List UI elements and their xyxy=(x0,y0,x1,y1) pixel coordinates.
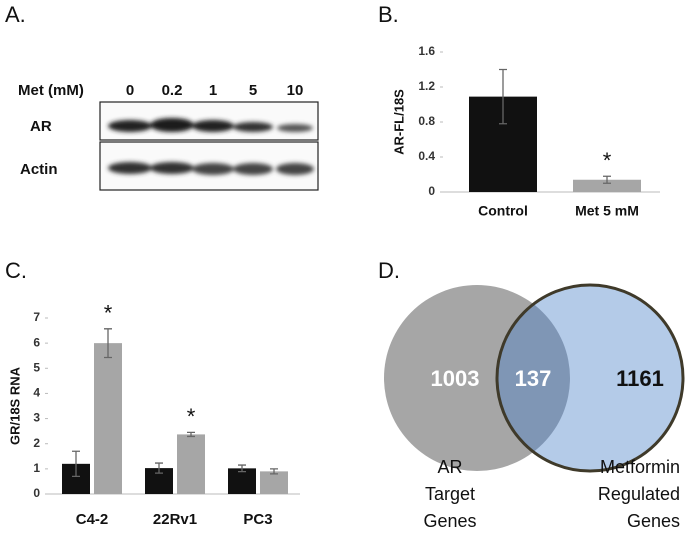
y-tick-label: 1.6 xyxy=(418,44,435,58)
y-tick-label: 7 xyxy=(33,310,40,324)
lane-label: 5 xyxy=(249,82,257,99)
bar xyxy=(94,343,122,494)
error-bar xyxy=(104,328,112,359)
x-tick-label: Control xyxy=(478,203,528,219)
venn-label: Target xyxy=(425,484,475,504)
bar xyxy=(228,468,256,494)
y-tick-label: 6 xyxy=(33,335,40,349)
y-tick-label: 0 xyxy=(428,184,435,198)
x-tick-label: C4-2 xyxy=(76,511,109,528)
y-tick-label: 5 xyxy=(33,360,40,374)
error-bar xyxy=(155,462,163,474)
error-bar xyxy=(72,450,80,478)
panel-label: B. xyxy=(378,2,399,27)
lane-label: 0 xyxy=(126,82,134,99)
venn-label: Regulated xyxy=(598,484,680,504)
x-tick-label: 22Rv1 xyxy=(153,511,197,528)
y-tick-label: 1 xyxy=(33,461,40,475)
x-tick-label: Met 5 mM xyxy=(575,203,639,219)
y-tick-label: 4 xyxy=(33,386,40,400)
lane-label: 10 xyxy=(287,82,304,99)
venn-label: AR xyxy=(437,457,462,477)
bar xyxy=(573,179,641,192)
panel-label: D. xyxy=(378,258,400,283)
venn-count: 1161 xyxy=(616,366,664,391)
x-tick-label: PC3 xyxy=(243,511,272,528)
lane-label: 0.2 xyxy=(162,82,183,99)
y-axis-label: AR-FL/18S xyxy=(391,89,406,155)
panel-label: C. xyxy=(5,258,27,283)
blot-row-label: AR xyxy=(30,118,52,135)
venn-label: Genes xyxy=(423,511,476,531)
panel-label: A. xyxy=(5,2,26,27)
error-bar xyxy=(603,175,611,184)
blot-bands xyxy=(108,118,314,175)
venn-label: Genes xyxy=(627,511,680,531)
y-tick-label: 0.8 xyxy=(418,114,435,128)
y-tick-label: 2 xyxy=(33,436,40,450)
error-bar xyxy=(238,464,246,473)
y-tick-label: 1.2 xyxy=(418,79,435,93)
annotation: * xyxy=(104,301,113,326)
annotation: * xyxy=(187,404,196,429)
blot-header: Met (mM) xyxy=(18,82,84,99)
annotation: * xyxy=(603,148,612,173)
error-bar xyxy=(187,431,195,438)
venn-overlap xyxy=(497,285,570,471)
y-axis-label: GR/18S RNA xyxy=(7,366,22,445)
lane-label: 1 xyxy=(209,82,217,99)
y-tick-label: 0.4 xyxy=(418,149,435,163)
venn-outline xyxy=(495,283,685,473)
blot-row-label: Actin xyxy=(20,161,58,178)
venn-label: Metformin xyxy=(600,457,680,477)
venn-count: 1003 xyxy=(431,366,480,391)
error-bar xyxy=(499,68,507,125)
bar xyxy=(177,434,205,494)
error-bar xyxy=(270,468,278,475)
y-tick-label: 3 xyxy=(33,411,40,425)
bar xyxy=(260,471,288,494)
venn-count: 137 xyxy=(515,366,552,391)
y-tick-label: 0 xyxy=(33,486,40,500)
